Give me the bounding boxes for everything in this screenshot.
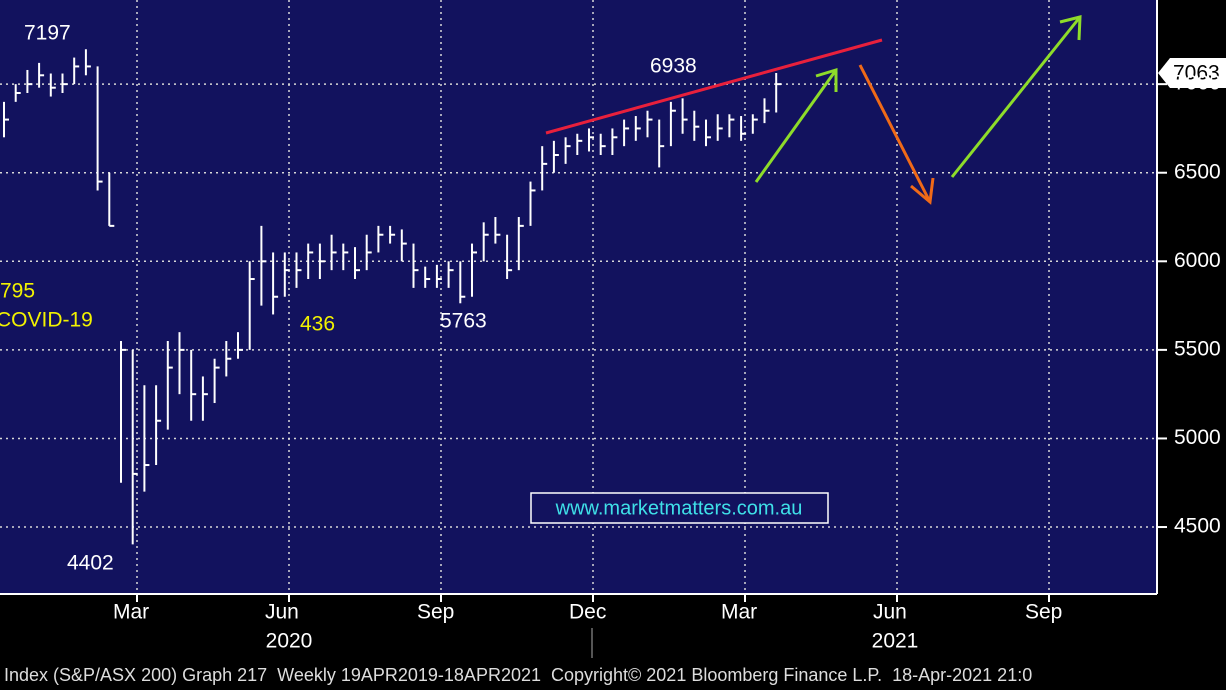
y-tick-label: 5000: [1174, 426, 1221, 449]
x-tick-label: Sep: [1025, 601, 1062, 624]
x-tick-label: Sep: [417, 601, 454, 624]
y-tick-label: 4500: [1174, 515, 1221, 538]
annotation: COVID-19: [0, 309, 93, 332]
annotation: 7197: [24, 22, 71, 45]
watermark: www.marketmatters.com.au: [555, 497, 803, 519]
watermark-box: [530, 492, 829, 524]
x-tick-label: Jun: [265, 601, 299, 624]
y-tick-label: 5500: [1174, 337, 1221, 360]
y-tick-label: 6000: [1174, 249, 1221, 272]
trend-line: [545, 38, 883, 135]
footer: Index (S&P/ASX 200) Graph 217 Weekly 19A…: [4, 665, 1032, 685]
arrow-down: [858, 64, 935, 205]
y-tick-label: 6500: [1174, 160, 1221, 183]
price-tag-box: [1158, 58, 1226, 88]
x-tick-label: Mar: [721, 601, 757, 624]
year-label: 2021: [872, 630, 919, 653]
price-tag: 7063: [1173, 62, 1220, 85]
annotation: 795: [0, 280, 35, 303]
annotation: 4402: [67, 552, 114, 575]
year-label: 2020: [266, 630, 313, 653]
annotation: 436: [300, 313, 335, 336]
x-tick-label: Jun: [873, 601, 907, 624]
annotation: 5763: [440, 310, 487, 333]
annotation: 6938: [650, 55, 697, 78]
arrow-up: [950, 15, 1082, 178]
x-tick-label: Dec: [569, 601, 606, 624]
arrow-up: [754, 67, 838, 183]
x-tick-label: Mar: [113, 601, 149, 624]
y-tick-label: 7000: [1174, 72, 1221, 95]
